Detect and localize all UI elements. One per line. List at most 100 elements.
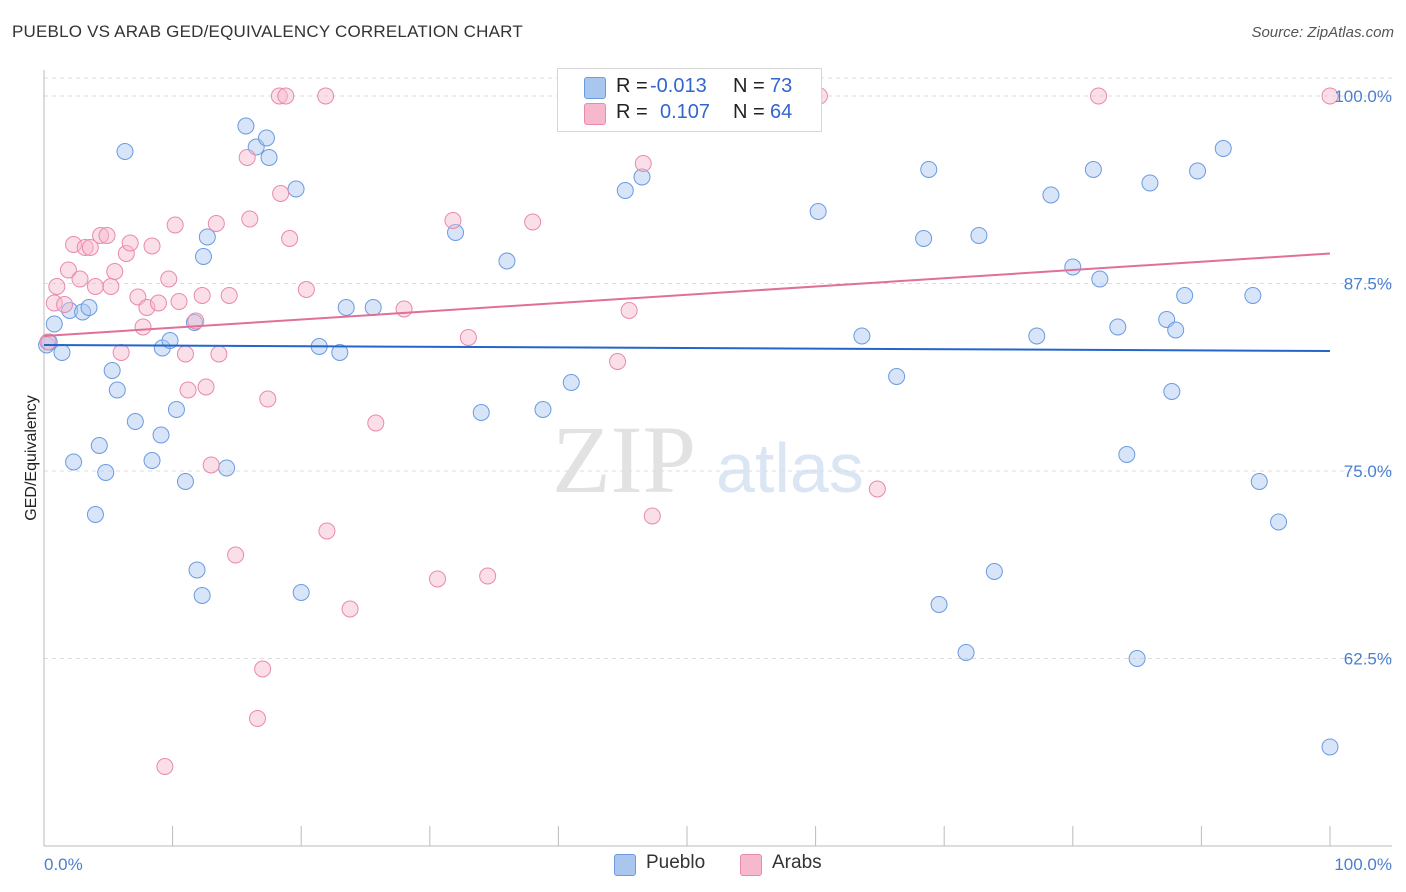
x-tick-label: 0.0% [44, 855, 83, 874]
pueblo-point [1128, 650, 1146, 667]
arabs-point [429, 570, 447, 588]
arabs-swatch [584, 103, 606, 125]
pueblo-point [176, 473, 194, 490]
arabs-point [56, 296, 74, 313]
arabs-point [156, 758, 174, 775]
pueblo-point [198, 228, 216, 246]
arabs-point [134, 318, 152, 336]
arabs-point [868, 480, 886, 498]
pueblo-point [888, 368, 906, 385]
tick-labels: 62.5% 75.0% 87.5% 100.0% 0.0% 100.0% [44, 87, 1392, 874]
pueblo-point [633, 168, 651, 186]
arabs-point [48, 278, 66, 295]
arabs-point [444, 212, 462, 229]
pueblo-point [108, 381, 126, 399]
arabs-point [102, 278, 120, 295]
pueblo-point [364, 299, 382, 316]
pueblo-point [1163, 383, 1181, 400]
watermark-zip: ZIP [552, 406, 696, 513]
arabs-point [81, 239, 99, 256]
arabs-point [227, 546, 245, 564]
pueblo-point [498, 252, 516, 270]
pueblo-point [1321, 738, 1339, 756]
x-tick-label: 100.0% [1334, 855, 1392, 874]
arabs-points [39, 87, 1339, 775]
pueblo-point [1167, 321, 1185, 339]
pueblo-point [930, 596, 948, 613]
pueblo-point [103, 362, 121, 379]
pueblo-point [562, 374, 580, 391]
arabs-point [170, 293, 188, 310]
pueblo-point [193, 587, 211, 604]
legend-r-label: R = [616, 75, 648, 97]
legend-r-value: -0.013 [650, 75, 707, 97]
watermark: ZIP atlas [552, 406, 864, 513]
arabs-point [86, 278, 104, 295]
arabs-point [479, 567, 497, 585]
pueblo-point [1091, 270, 1109, 288]
arabs-point [395, 300, 413, 318]
pueblo-point [167, 401, 185, 418]
arabs-point [117, 245, 135, 262]
arabs-point [59, 261, 77, 279]
arabs-point [341, 600, 359, 618]
pueblo-point [1244, 287, 1262, 304]
arabs-point [277, 87, 295, 105]
arabs-point [179, 381, 197, 399]
arabs-point [238, 149, 256, 166]
pueblo-trend-line [43, 344, 1331, 352]
legend-n-value: 64 [770, 101, 793, 123]
arabs-point [176, 345, 194, 363]
arabs-point [112, 344, 130, 361]
pueblo-point [161, 332, 179, 349]
pueblo-point [337, 299, 355, 316]
correlation-legend: R = -0.013 N = 73 R = 0.107 N = 64 [557, 68, 822, 132]
arabs-point [318, 522, 336, 540]
pueblo-point [1176, 287, 1194, 304]
arabs-legend-label: Arabs [772, 852, 822, 873]
pueblo-point [809, 203, 827, 220]
arabs-point [643, 507, 661, 525]
legend-r-label: R = [616, 101, 648, 123]
legend-r-value: 0.107 [660, 101, 711, 123]
pueblo-point [970, 227, 988, 244]
arabs-point [248, 710, 266, 727]
arabs-point [76, 239, 94, 256]
pueblo-point [116, 143, 134, 160]
pueblo-point [257, 129, 275, 147]
legend-n-label: N = [733, 75, 765, 97]
arabs-point [71, 270, 89, 288]
arabs-point [272, 185, 290, 202]
pueblo-swatch [584, 77, 606, 99]
pueblo-point [126, 413, 144, 430]
y-tick-label: 87.5% [1344, 275, 1392, 294]
arabs-point [620, 302, 638, 319]
pueblo-point [218, 459, 236, 477]
pueblo-point [1214, 140, 1232, 157]
pueblo-point [1141, 174, 1159, 192]
pueblo-point [920, 161, 938, 178]
arabs-point [524, 213, 542, 231]
arabs-point [98, 227, 116, 244]
watermark-atlas: atlas [716, 429, 864, 507]
arabs-point [92, 227, 110, 244]
pueblo-point [80, 299, 98, 316]
pueblo-point [472, 404, 490, 421]
trend-lines [43, 252, 1331, 352]
axes [43, 70, 1392, 847]
arabs-point [187, 312, 205, 330]
legend-n-value: 73 [770, 75, 793, 97]
pueblo-point [1084, 161, 1102, 178]
y-tick-label: 75.0% [1344, 462, 1392, 481]
pueblo-point [1109, 318, 1127, 336]
arabs-point [609, 353, 627, 370]
arabs-point [197, 378, 215, 396]
pueblo-point [53, 344, 71, 361]
pueblo-point [915, 230, 933, 247]
arabs-point [210, 345, 228, 363]
pueblo-point [853, 327, 871, 345]
chart-source: Source: ZipAtlas.com [1251, 24, 1394, 41]
y-tick-label: 100.0% [1334, 87, 1392, 106]
arabs-point [259, 390, 277, 408]
